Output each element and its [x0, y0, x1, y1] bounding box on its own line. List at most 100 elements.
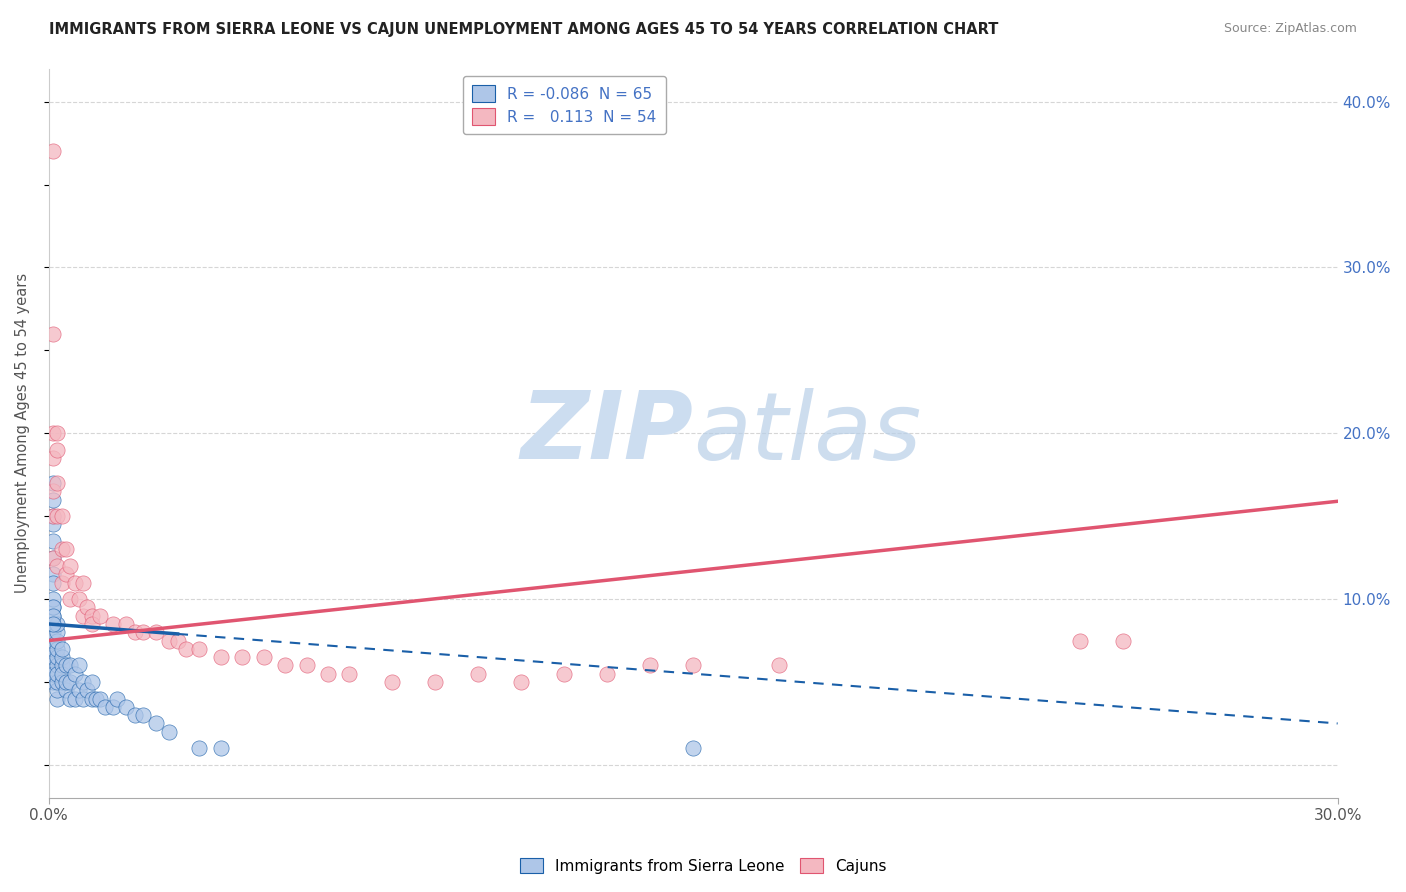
Point [42, 641, 65, 656]
Point [59, 558, 82, 573]
Point [42, 633, 65, 648]
Point [42, 145, 65, 159]
Point [42, 550, 65, 565]
Point [42, 550, 65, 565]
Point [1069, 633, 1091, 648]
Point [1112, 633, 1135, 648]
Point [42, 451, 65, 466]
Point [84, 691, 107, 706]
Point [596, 666, 619, 681]
Point [124, 708, 146, 723]
Point [42, 625, 65, 640]
Point [682, 658, 704, 673]
Point [188, 741, 211, 756]
Point [42, 600, 65, 615]
Point [145, 716, 167, 731]
Point [46, 675, 69, 690]
Point [145, 625, 167, 640]
Point [42, 600, 65, 615]
Legend: R = -0.086  N = 65, R =   0.113  N = 54: R = -0.086 N = 65, R = 0.113 N = 54 [463, 76, 665, 134]
Point [51, 658, 73, 673]
Point [46, 641, 69, 656]
Point [67, 683, 90, 698]
Point [42, 492, 65, 507]
Point [46, 509, 69, 524]
Point [42, 575, 65, 590]
Point [46, 691, 69, 706]
Point [51, 509, 73, 524]
Point [339, 666, 361, 681]
Point [682, 741, 704, 756]
Point [157, 724, 180, 739]
Point [39, 658, 62, 673]
Point [381, 675, 404, 690]
Point [72, 675, 94, 690]
Point [42, 617, 65, 632]
Point [42, 650, 65, 665]
Point [231, 650, 253, 665]
Point [42, 509, 65, 524]
Point [295, 658, 318, 673]
Point [316, 666, 339, 681]
Point [42, 617, 65, 632]
Point [42, 567, 65, 582]
Point [132, 708, 155, 723]
Point [157, 633, 180, 648]
Point [72, 575, 94, 590]
Point [63, 666, 86, 681]
Point [467, 666, 489, 681]
Point [59, 592, 82, 607]
Point [51, 666, 73, 681]
Point [80, 617, 103, 632]
Point [59, 658, 82, 673]
Point [42, 426, 65, 441]
Point [46, 558, 69, 573]
Point [103, 617, 125, 632]
Point [553, 666, 575, 681]
Point [51, 641, 73, 656]
Point [768, 658, 790, 673]
Point [80, 675, 103, 690]
Point [124, 625, 146, 640]
Point [72, 691, 94, 706]
Point [425, 675, 447, 690]
Point [42, 476, 65, 491]
Point [80, 608, 103, 623]
Point [46, 633, 69, 648]
Point [46, 650, 69, 665]
Point [55, 683, 77, 698]
Point [67, 592, 90, 607]
Point [46, 683, 69, 698]
Point [42, 608, 65, 623]
Point [274, 658, 297, 673]
Point [55, 658, 77, 673]
Point [63, 691, 86, 706]
Point [55, 567, 77, 582]
Point [51, 675, 73, 690]
Point [59, 691, 82, 706]
Legend: Immigrants from Sierra Leone, Cajuns: Immigrants from Sierra Leone, Cajuns [513, 852, 893, 880]
Point [46, 442, 69, 457]
Text: IMMIGRANTS FROM SIERRA LEONE VS CAJUN UNEMPLOYMENT AMONG AGES 45 TO 54 YEARS COR: IMMIGRANTS FROM SIERRA LEONE VS CAJUN UN… [49, 22, 998, 37]
Point [76, 600, 98, 615]
Point [252, 650, 274, 665]
Text: ZIP: ZIP [520, 387, 693, 479]
Point [42, 592, 65, 607]
Point [115, 699, 138, 714]
Point [103, 699, 125, 714]
Text: atlas: atlas [693, 388, 921, 479]
Point [46, 617, 69, 632]
Point [188, 641, 211, 656]
Point [42, 534, 65, 549]
Point [46, 476, 69, 491]
Point [107, 691, 129, 706]
Point [209, 650, 232, 665]
Point [132, 625, 155, 640]
Point [63, 575, 86, 590]
Point [51, 650, 73, 665]
Point [93, 699, 115, 714]
Point [209, 741, 232, 756]
Point [72, 608, 94, 623]
Point [166, 633, 188, 648]
Point [46, 666, 69, 681]
